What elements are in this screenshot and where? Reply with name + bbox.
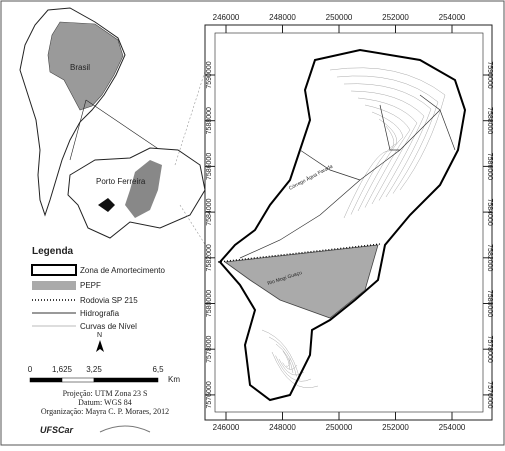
scale-segment [29, 377, 63, 383]
scale-unit: Km [168, 375, 180, 384]
x-tick-label: 246000 [213, 13, 240, 22]
legend-swatch [31, 264, 77, 276]
contour [268, 336, 297, 377]
north-label: N [97, 332, 102, 339]
zoom-line [179, 204, 216, 261]
legend-label: Zona de Amortecimento [80, 266, 165, 275]
x-tick-label: 252000 [382, 13, 409, 22]
map-inner-frame [214, 32, 484, 413]
x-tick-label: 252000 [382, 423, 409, 432]
brazil [47, 21, 124, 111]
contour [275, 343, 294, 374]
contour [261, 329, 301, 381]
contour [329, 67, 446, 191]
road [217, 243, 381, 263]
contour [357, 97, 418, 205]
x-tick-label: 250000 [326, 13, 353, 22]
legend-title: Legenda [32, 246, 74, 257]
legend-label: PEPF [80, 281, 101, 290]
buffer-zone [218, 48, 467, 402]
leader-line [69, 99, 87, 161]
contour [336, 75, 439, 194]
north-arrow [96, 340, 104, 352]
scale-label: 1,625 [52, 365, 73, 374]
leader-line [85, 99, 161, 151]
contour [343, 83, 432, 198]
logo-mark [99, 425, 151, 433]
contour-lines [261, 67, 446, 389]
scale-segment [93, 377, 159, 383]
contour [343, 125, 394, 219]
legend-label: Rodovia SP 215 [80, 296, 138, 305]
x-tick-label: 248000 [269, 423, 296, 432]
x-tick-label: 254000 [439, 423, 466, 432]
scale-label: 0 [28, 365, 33, 374]
city-label: Porto Ferreira [96, 177, 146, 186]
x-tick-label: 254000 [439, 13, 466, 22]
contour [285, 357, 291, 367]
contour [357, 111, 404, 212]
contour [364, 104, 411, 208]
contour [282, 362, 298, 370]
scale-segment [61, 377, 95, 383]
legend-label: Curvas de Nível [80, 322, 137, 331]
hydrography [239, 94, 456, 259]
pepf-area [223, 244, 379, 319]
credit-line: Organização: Mayra C. P. Moraes, 2012 [41, 407, 169, 416]
scale-label: 6,5 [152, 365, 164, 374]
x-tick-label: 250000 [326, 423, 353, 432]
contour [275, 355, 312, 382]
contour [350, 118, 397, 215]
credit-line: Datum: WGS 84 [78, 398, 132, 407]
credit-line: Projeção: UTM Zona 23 S [63, 389, 148, 398]
x-tick-label: 246000 [213, 423, 240, 432]
porto-ferreira-area [125, 160, 162, 218]
x-tick-label: 248000 [269, 13, 296, 22]
scale-label: 3,25 [86, 365, 102, 374]
legend-entries: Zona de Amortecimento PEPF Rodovia SP 215 H… [80, 266, 165, 331]
scale-bar: 0 1,625 3,25 6,5 Km [28, 365, 181, 384]
contour [271, 351, 319, 389]
country-label: Brasil [70, 63, 90, 72]
city-mark [98, 198, 115, 212]
contour [350, 90, 425, 201]
logo: UFSCar [40, 425, 74, 435]
legend-label: Hidrografia [80, 309, 120, 318]
legend-swatch [32, 281, 76, 290]
contour [282, 350, 290, 370]
